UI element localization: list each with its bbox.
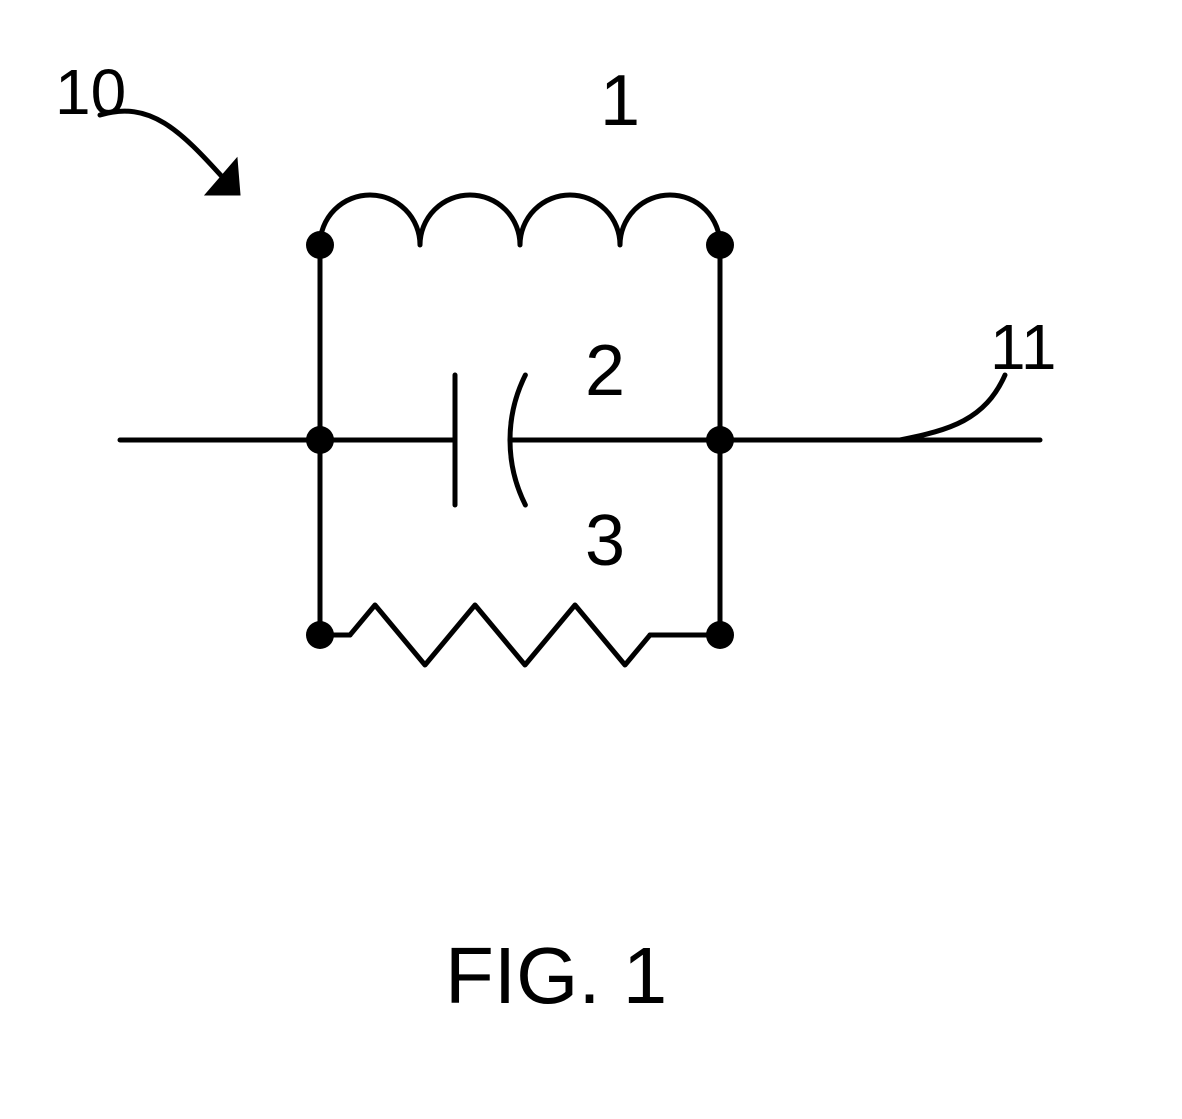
- figure-container: 10 11 1 2 3 FIG. 1: [0, 0, 1182, 1119]
- component-label-2: 2: [585, 330, 625, 412]
- ref-label-11: 11: [990, 310, 1056, 384]
- ref-label-10: 10: [55, 55, 126, 129]
- component-label-1: 1: [600, 60, 640, 142]
- component-label-3: 3: [585, 500, 625, 582]
- figure-caption: FIG. 1: [445, 930, 667, 1022]
